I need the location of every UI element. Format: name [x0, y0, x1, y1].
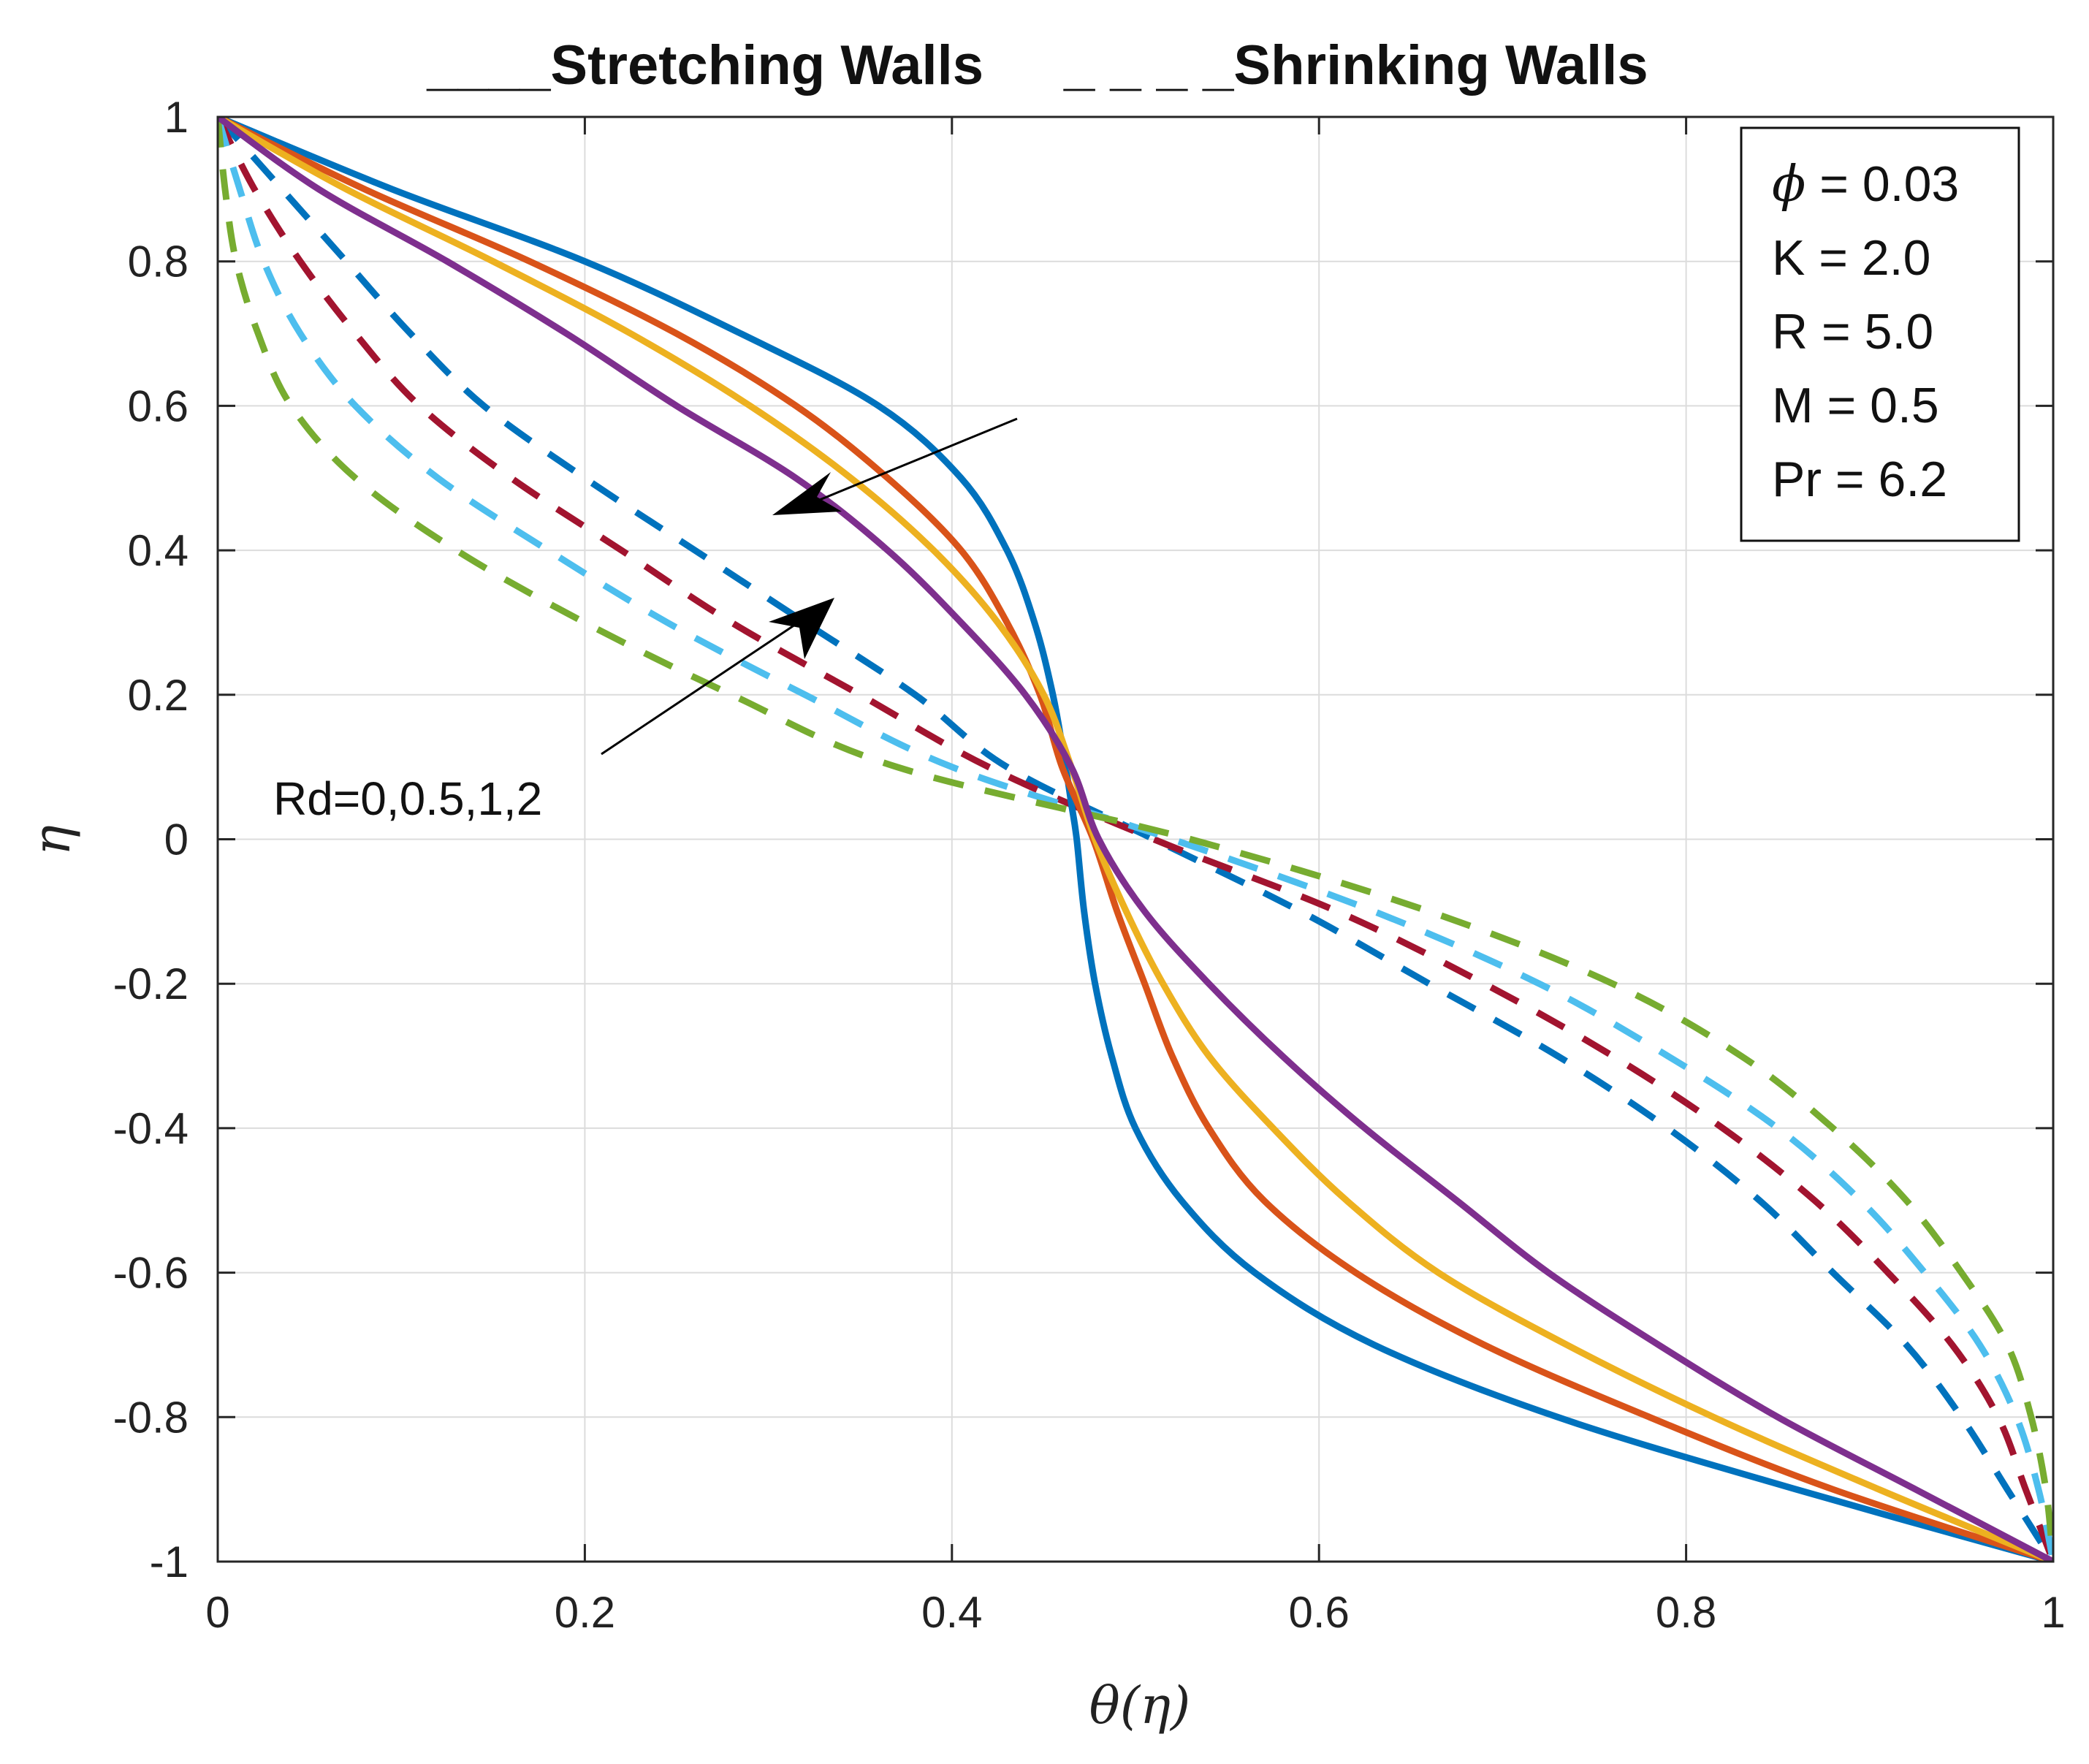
y-tick-label: -0.4 [113, 1104, 189, 1153]
rd-annotation: Rd=0,0.5,1,2 [273, 772, 542, 825]
legend-entry-phi: ϕ = 0.03 [1772, 156, 1959, 213]
legend-phi-value: = 0.03 [1805, 156, 1959, 212]
y-tick-labels: 1 0.8 0.6 0.4 0.2 0 -0.2 -0.4 -0.6 -0.8 -1 [113, 93, 189, 1586]
y-tick-label: 0.8 [128, 237, 189, 286]
arrow-shrinking-head [769, 598, 834, 659]
title-shrinking-label: Shrinking Walls [1233, 34, 1648, 96]
y-tick-label: -0.2 [113, 959, 189, 1008]
shrinking-curve-5 [218, 117, 2053, 1562]
x-tick-label: 0.4 [921, 1588, 982, 1637]
y-tick-label: -1 [150, 1537, 189, 1586]
title-shrinking-marker: _ _ _ _ [1063, 34, 1234, 96]
legend-phi-symbol: ϕ [1772, 156, 1805, 213]
stretching-curve-3 [218, 117, 2053, 1562]
x-tick-label: 0.6 [1288, 1588, 1349, 1637]
x-tick-labels: 0 0.2 0.4 0.6 0.8 1 [205, 1588, 2065, 1637]
y-tick-label: -0.6 [113, 1249, 189, 1298]
legend-entry-r: R = 5.0 [1772, 304, 1933, 360]
legend-entry-k: K = 2.0 [1772, 230, 1930, 286]
shrinking-curve-6 [218, 117, 2053, 1562]
x-tick-label: 1 [2041, 1588, 2065, 1637]
arrow-shrinking [601, 598, 834, 756]
x-tick-label: 0 [205, 1588, 229, 1637]
arrow-stretching-head [772, 472, 842, 515]
parameter-legend-box [1740, 126, 2020, 542]
y-tick-label: -0.8 [113, 1393, 189, 1442]
arrow-shrinking-shaft [601, 617, 804, 756]
series-layer [218, 117, 2053, 1562]
x-axis-label: θ(η) [1089, 1676, 1191, 1736]
title-stretching-marker: ____ [426, 34, 551, 96]
parameter-legend: ϕ = 0.03 K = 2.0 R = 5.0 M = 0.5 Pr = 6.… [1740, 126, 2020, 542]
legend-entry-pr: Pr = 6.2 [1772, 452, 1947, 507]
axes-box [216, 115, 2055, 1563]
x-tick-label: 0.8 [1656, 1588, 1716, 1637]
shrinking-curve-4 [218, 117, 2053, 1562]
y-tick-label: 1 [164, 93, 189, 142]
shrinking-curve-7 [218, 117, 2053, 1562]
arrow-stretching [772, 417, 1018, 515]
y-tick-label: 0.4 [128, 526, 189, 575]
y-tick-label: 0 [164, 816, 189, 864]
legend-entry-m: M = 0.5 [1772, 378, 1939, 433]
y-axis-label: η [22, 825, 82, 856]
stretching-curve-0 [218, 117, 2053, 1562]
title-stretching-label: Stretching Walls [550, 34, 983, 96]
x-tick-label: 0.2 [555, 1588, 615, 1637]
chart-title: ____Stretching Walls _ _ _ _Shrinking Wal… [426, 34, 1648, 96]
arrow-stretching-shaft [812, 417, 1018, 504]
y-tick-label: 0.2 [128, 671, 189, 720]
y-tick-label: 0.6 [128, 381, 189, 430]
stretching-curve-2 [218, 117, 2053, 1562]
